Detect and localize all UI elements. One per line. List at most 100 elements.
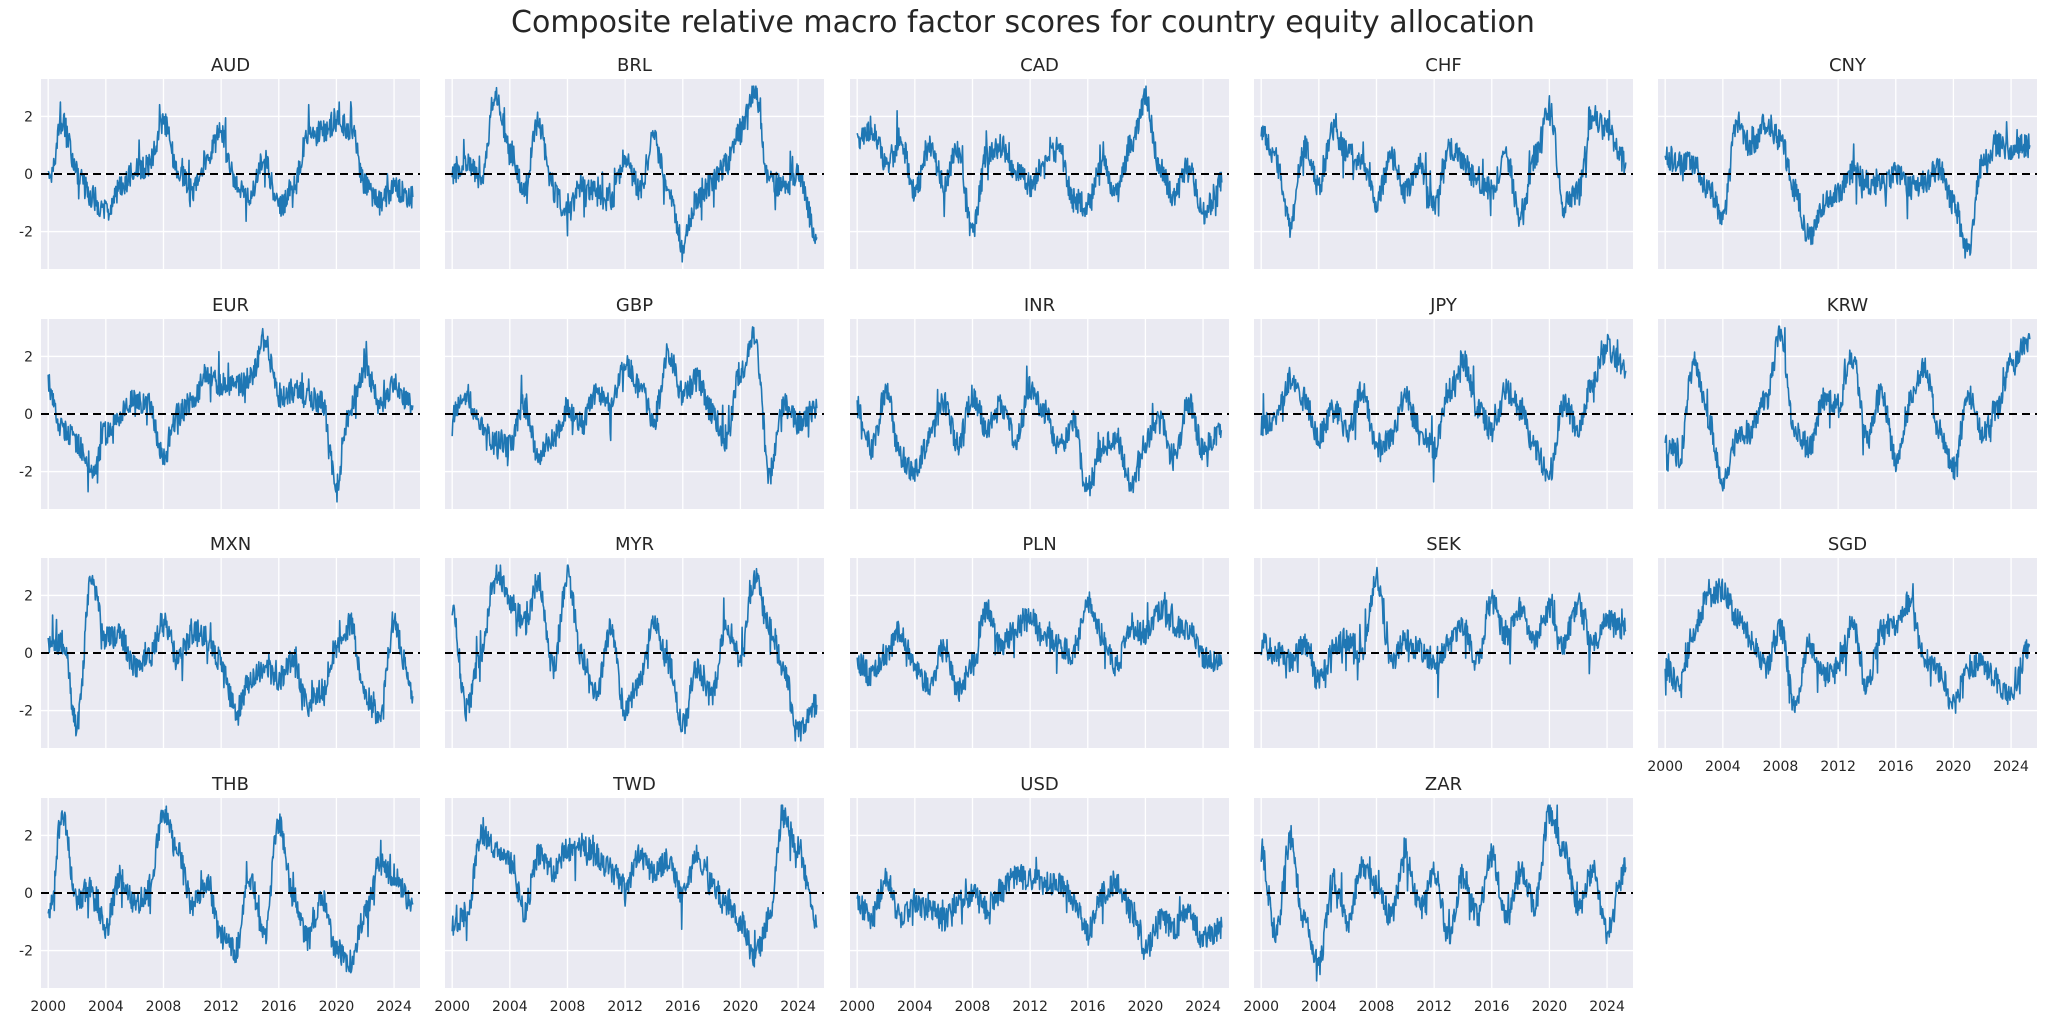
panel-title-twd: TWD (612, 774, 656, 795)
x-tick-label: 2016 (1070, 999, 1106, 1015)
y-tick-label: 0 (24, 167, 33, 183)
series-line-cny (1664, 111, 2031, 259)
panel-title-eur: EUR (212, 295, 249, 316)
panel-sek: SEK (1254, 534, 1633, 748)
x-tick-label: 2016 (665, 999, 701, 1015)
x-tick-label: 2020 (1128, 999, 1164, 1015)
series-line-thb (47, 805, 414, 974)
series-line-brl (451, 85, 818, 263)
y-tick-label: -2 (19, 704, 33, 720)
series-line-twd (451, 804, 818, 968)
series-line-zar (1260, 804, 1627, 982)
panel-title-zar: ZAR (1425, 774, 1462, 795)
x-tick-label: 2024 (1185, 999, 1221, 1015)
panel-zar: ZAR 2000 2004 2008 2012 2016 2020 2024 (1243, 774, 1633, 1015)
panel-title-mxn: MXN (210, 534, 251, 555)
y-tick-label: 0 (24, 407, 33, 423)
x-tick-label: 2020 (723, 999, 759, 1015)
panel-myr: MYR (445, 534, 824, 748)
panel-cad: CAD (850, 55, 1229, 269)
panels: AUD -2 0 2 BRL CAD CHF CNY EUR -2 0 2 GBP INR JPY KRW MX… (19, 55, 2037, 1015)
series-line-chf (1260, 95, 1627, 238)
panel-title-gbp: GBP (616, 295, 653, 316)
panel-gbp: GBP (445, 295, 824, 509)
x-tick-label: 2004 (1301, 999, 1337, 1015)
x-tick-label: 2004 (88, 999, 124, 1015)
panel-title-chf: CHF (1425, 55, 1461, 76)
panel-chf: CHF (1254, 55, 1633, 269)
panel-title-krw: KRW (1827, 295, 1869, 316)
panel-mxn: MXN -2 0 2 (19, 534, 420, 748)
panel-title-myr: MYR (615, 534, 654, 555)
x-tick-label: 2008 (955, 999, 991, 1015)
x-tick-label: 2000 (30, 999, 66, 1015)
x-tick-label: 2004 (492, 999, 528, 1015)
panel-aud: AUD -2 0 2 (19, 55, 420, 269)
series-line-sgd (1664, 578, 2031, 714)
y-tick-label: 0 (24, 646, 33, 662)
panel-twd: TWD 2000 2004 2008 2012 2016 2020 2024 (434, 774, 824, 1015)
panel-thb: THB -2 0 2 2000 2004 2008 2012 2016 2020 2024 (19, 774, 420, 1015)
series-line-krw (1664, 325, 2031, 492)
panel-sgd: SGD 2000 2004 2008 2012 2016 2020 2024 (1647, 534, 2037, 775)
y-tick-label: -2 (19, 225, 33, 241)
panel-title-cad: CAD (1020, 55, 1059, 76)
y-tick-label: 2 (24, 349, 33, 365)
panel-eur: EUR -2 0 2 (19, 295, 420, 509)
x-tick-label: 2004 (897, 999, 933, 1015)
figure-title: Composite relative macro factor scores f… (511, 5, 1535, 40)
x-tick-label: 2012 (1012, 999, 1048, 1015)
series-line-inr (856, 365, 1223, 497)
panel-jpy: JPY (1254, 295, 1633, 509)
y-tick-label: 2 (24, 109, 33, 125)
y-tick-label: -2 (19, 465, 33, 481)
x-tick-label: 2012 (1416, 999, 1452, 1015)
panel-title-usd: USD (1020, 774, 1058, 795)
x-tick-label: 2000 (839, 999, 875, 1015)
panel-title-jpy: JPY (1429, 295, 1458, 316)
panel-title-brl: BRL (617, 55, 652, 76)
panel-cny: CNY (1658, 55, 2037, 269)
panel-usd: USD 2000 2004 2008 2012 2016 2020 2024 (839, 774, 1229, 1015)
series-line-mxn (47, 574, 414, 737)
panel-krw: KRW (1658, 295, 2037, 509)
series-line-myr (451, 564, 818, 742)
panel-pln: PLN (850, 534, 1229, 748)
x-tick-label: 2004 (1705, 759, 1741, 775)
x-tick-label: 2020 (1936, 759, 1972, 775)
series-line-usd (856, 856, 1223, 960)
x-tick-label: 2020 (1532, 999, 1568, 1015)
x-tick-label: 2008 (1359, 999, 1395, 1015)
panel-inr: INR (850, 295, 1229, 509)
x-tick-label: 2000 (434, 999, 470, 1015)
panel-title-thb: THB (211, 774, 249, 795)
panel-title-inr: INR (1024, 295, 1055, 316)
x-tick-label: 2008 (550, 999, 586, 1015)
series-line-eur (47, 327, 414, 503)
panel-brl: BRL (445, 55, 824, 269)
x-tick-label: 2016 (1474, 999, 1510, 1015)
panel-title-aud: AUD (211, 55, 250, 76)
series-line-sek (1260, 566, 1627, 699)
x-tick-label: 2024 (780, 999, 816, 1015)
x-tick-label: 2016 (1878, 759, 1914, 775)
x-tick-label: 2000 (1243, 999, 1279, 1015)
x-tick-label: 2008 (146, 999, 182, 1015)
x-tick-label: 2000 (1647, 759, 1683, 775)
series-line-gbp (451, 326, 818, 485)
x-tick-label: 2020 (319, 999, 355, 1015)
series-line-cad (856, 85, 1223, 238)
panel-title-pln: PLN (1022, 534, 1056, 555)
panel-title-sek: SEK (1426, 534, 1462, 555)
panel-title-cny: CNY (1829, 55, 1867, 76)
y-tick-label: 2 (24, 588, 33, 604)
x-tick-label: 2024 (376, 999, 412, 1015)
y-tick-label: 0 (24, 886, 33, 902)
y-tick-label: 2 (24, 828, 33, 844)
x-tick-label: 2016 (261, 999, 297, 1015)
x-tick-label: 2012 (607, 999, 643, 1015)
y-tick-label: -2 (19, 944, 33, 960)
panel-title-sgd: SGD (1828, 534, 1867, 555)
x-tick-label: 2008 (1763, 759, 1799, 775)
x-tick-label: 2024 (1589, 999, 1625, 1015)
